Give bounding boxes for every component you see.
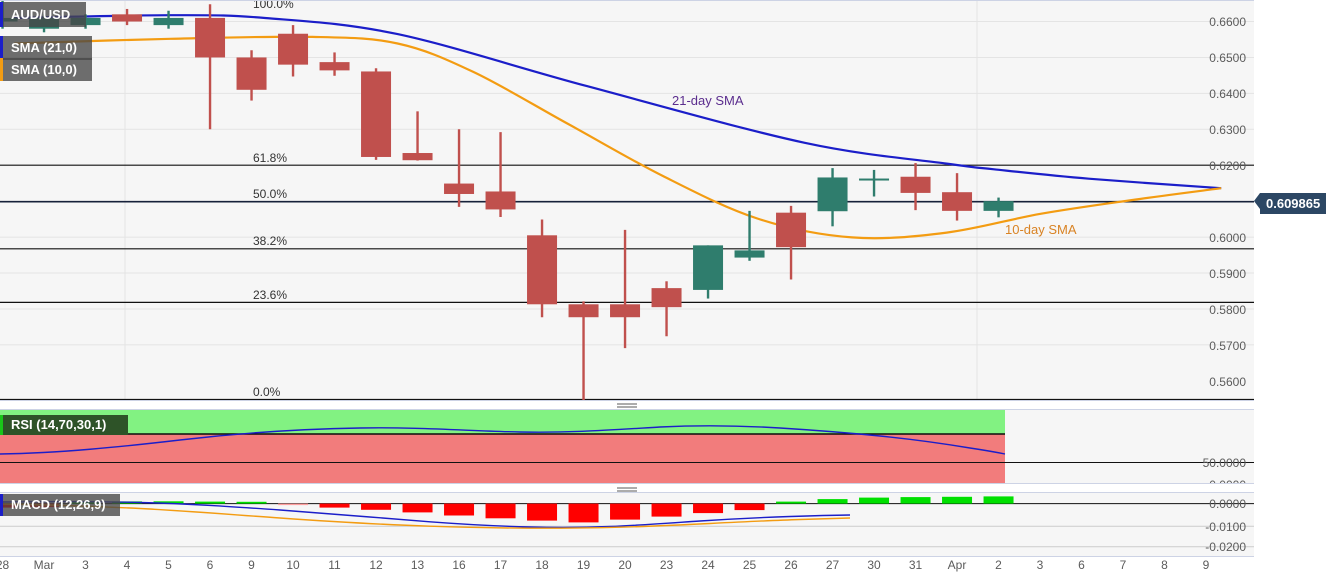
- svg-text:100.0%: 100.0%: [253, 1, 294, 11]
- svg-text:23.6%: 23.6%: [253, 288, 287, 302]
- svg-text:61.8%: 61.8%: [253, 151, 287, 165]
- svg-text:50.0%: 50.0%: [253, 187, 287, 201]
- svg-text:21-day SMA: 21-day SMA: [672, 93, 744, 108]
- svg-text:10-day SMA: 10-day SMA: [1005, 222, 1077, 237]
- svg-text:0.0%: 0.0%: [253, 385, 281, 399]
- svg-text:38.2%: 38.2%: [253, 234, 287, 248]
